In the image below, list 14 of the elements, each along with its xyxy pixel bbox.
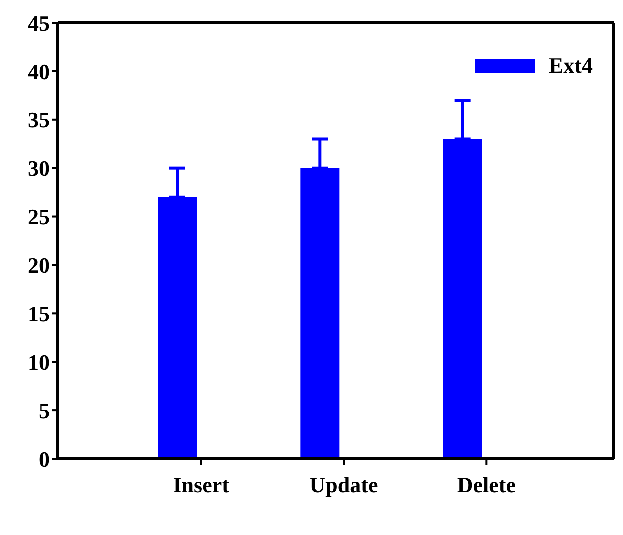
y-tick-label: 5 <box>39 398 50 424</box>
x-tick-label: Update <box>310 472 378 498</box>
legend-label: Ext4 <box>549 53 593 79</box>
y-tick-label: 0 <box>39 446 50 472</box>
y-tick-label: 25 <box>28 204 50 230</box>
y-tick-label: 35 <box>28 108 50 133</box>
y-tick-label: 45 <box>28 10 50 36</box>
y-tick-label: 20 <box>28 253 50 278</box>
y-tick-label: 40 <box>28 59 50 84</box>
y-tick-label: 30 <box>28 156 50 182</box>
y-tick-label: 15 <box>28 301 50 326</box>
y-tick-label: 10 <box>28 350 50 375</box>
x-tick-label: Delete <box>457 472 516 498</box>
x-tick-label: Insert <box>173 472 230 498</box>
